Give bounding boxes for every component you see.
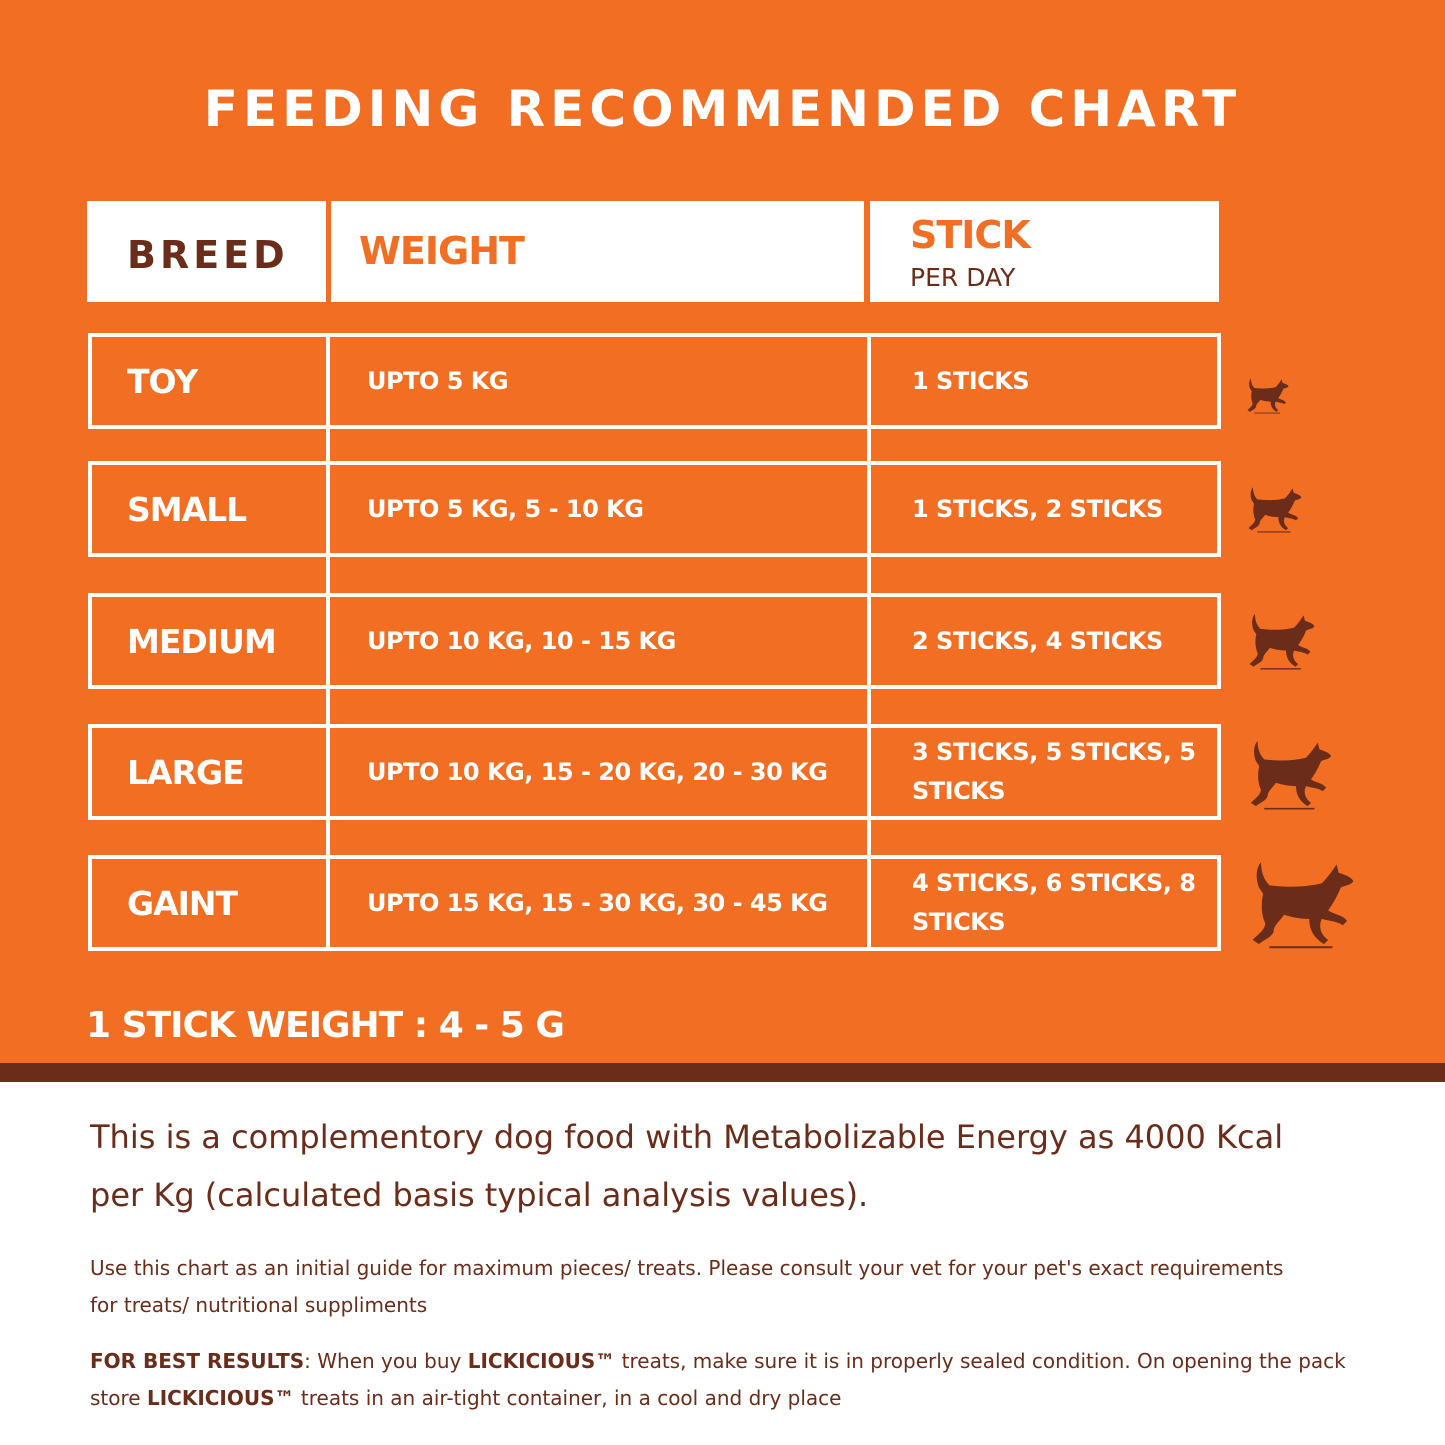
stick-weight: 1 STICK WEIGHT : 4 - 5 G: [86, 1005, 565, 1046]
weight-cell: UPTO 10 KG, 10 - 15 KG: [367, 627, 676, 655]
sticks-cell: 3 STICKS, 5 STICKS, 5 STICKS: [912, 738, 1196, 805]
table-row: TOY UPTO 5 KG 1 STICKS: [88, 333, 1221, 429]
header-breed-label: BREED: [127, 233, 289, 277]
weight-cell: UPTO 5 KG, 5 - 10 KG: [367, 495, 644, 523]
weight-cell: UPTO 10 KG, 15 - 20 KG, 20 - 30 KG: [367, 758, 828, 786]
breed-cell: TOY: [127, 361, 198, 401]
sticks-cell: 1 STICKS: [912, 366, 1030, 395]
sticks-cell: 4 STICKS, 6 STICKS, 8 STICKS: [912, 869, 1196, 936]
guide-text: Use this chart as an initial guide for m…: [90, 1256, 1284, 1317]
best-results-part: treats in an air-tight container, in a c…: [294, 1386, 842, 1410]
divider-band: [0, 1063, 1445, 1082]
column-divider: [867, 333, 871, 950]
best-results-label: FOR BEST RESULTS: [90, 1349, 305, 1373]
breed-cell: SMALL: [127, 489, 247, 529]
header-weight: WEIGHT: [331, 201, 864, 302]
orange-panel: [0, 0, 1445, 1063]
best-results-text: FOR BEST RESULTS: When you buy LICKICIOU…: [90, 1343, 1380, 1417]
table-row: GAINT UPTO 15 KG, 15 - 30 KG, 30 - 45 KG…: [88, 855, 1221, 951]
header-breed: BREED: [87, 201, 326, 302]
table-row: LARGE UPTO 10 KG, 15 - 20 KG, 20 - 30 KG…: [88, 724, 1221, 820]
dog-icon: [1244, 736, 1338, 811]
weight-cell: UPTO 5 KG: [367, 367, 509, 395]
sticks-cell: 2 STICKS, 4 STICKS: [912, 626, 1163, 655]
dog-icon: [1244, 484, 1306, 534]
header-stick: STICK PER DAY: [870, 201, 1219, 302]
weight-cell: UPTO 15 KG, 15 - 30 KG, 30 - 45 KG: [367, 889, 828, 917]
best-results-part: : When you buy: [304, 1349, 468, 1373]
header-per-day-label: PER DAY: [910, 263, 1016, 292]
table-row: MEDIUM UPTO 10 KG, 10 - 15 KG 2 STICKS, …: [88, 593, 1221, 689]
dog-icon: [1244, 610, 1320, 671]
page-title: FEEDING RECOMMENDED CHART: [203, 80, 1242, 138]
breed-cell: LARGE: [127, 752, 245, 792]
breed-cell: GAINT: [127, 883, 238, 923]
best-results-part: treats, make sure it is in properly seal…: [90, 1349, 1346, 1410]
energy-text: This is a complementory dog food with Me…: [90, 1118, 1284, 1214]
sticks-cell: 1 STICKS, 2 STICKS: [912, 494, 1163, 523]
table-row: SMALL UPTO 5 KG, 5 - 10 KG 1 STICKS, 2 S…: [88, 461, 1221, 557]
breed-cell: MEDIUM: [127, 621, 277, 661]
dog-icon: [1244, 376, 1292, 414]
dog-icon: [1244, 856, 1362, 950]
column-divider: [326, 333, 330, 950]
brand-name: LICKICIOUS™: [146, 1386, 295, 1410]
brand-name: LICKICIOUS™: [467, 1349, 616, 1373]
header-weight-label: WEIGHT: [359, 229, 525, 273]
header-stick-label: STICK: [910, 213, 1031, 257]
